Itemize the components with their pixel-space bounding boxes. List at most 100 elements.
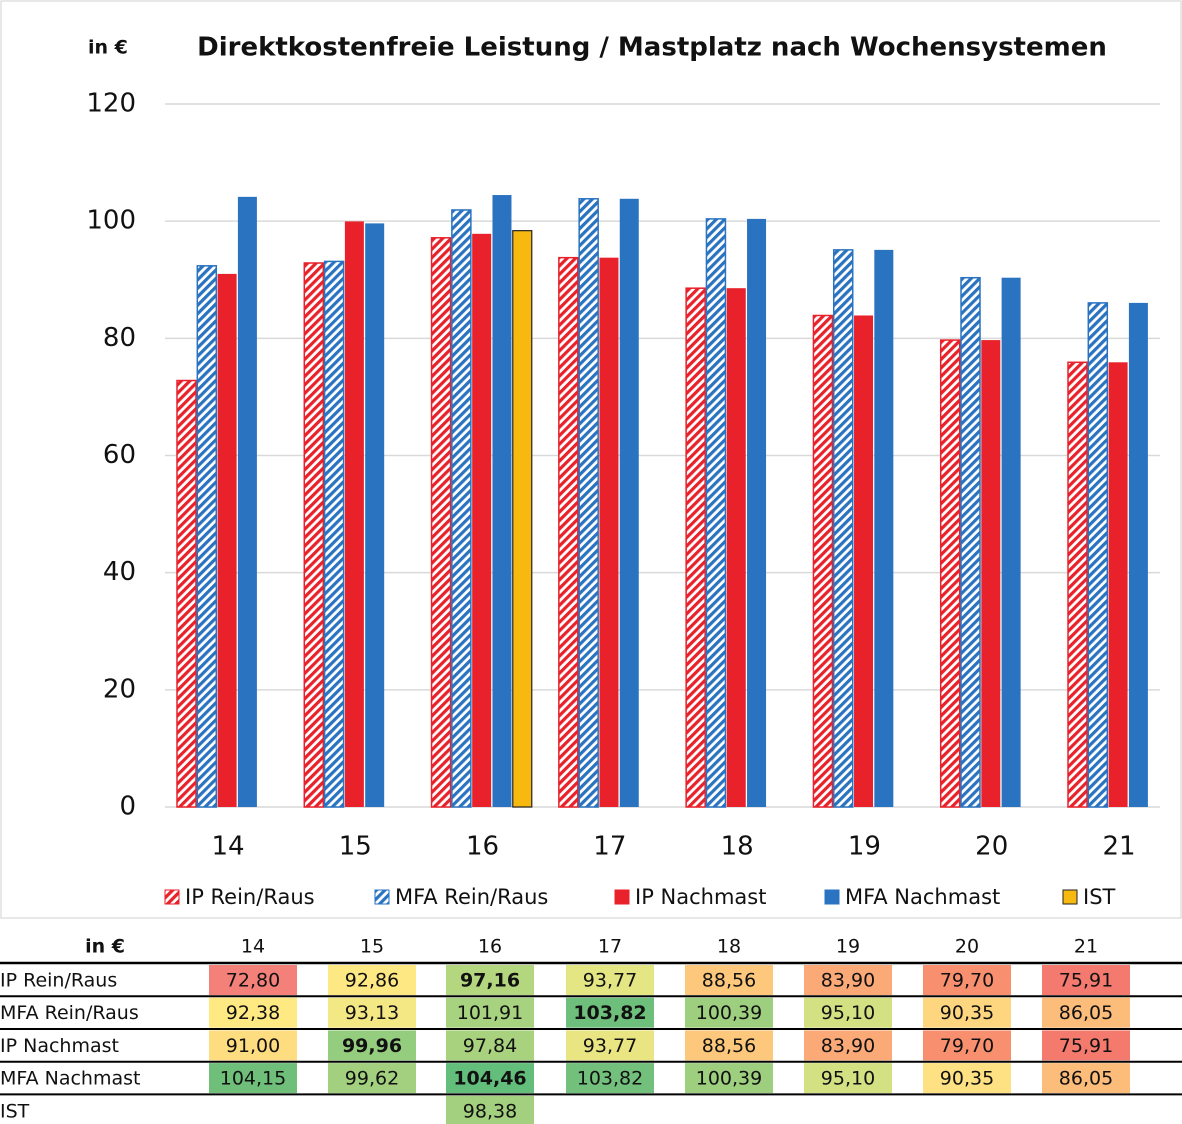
table-cell-bg bbox=[328, 1030, 416, 1061]
legend-label: IP Nachmast bbox=[635, 885, 766, 909]
table-cell-bg bbox=[685, 965, 773, 995]
table-header: in € bbox=[85, 936, 125, 958]
table-cell: 83,90 bbox=[821, 970, 875, 992]
table-cell: 79,70 bbox=[940, 970, 994, 992]
bar bbox=[726, 288, 746, 807]
table-cell-bg bbox=[446, 1030, 534, 1061]
bar bbox=[1067, 361, 1088, 808]
bar bbox=[344, 221, 364, 807]
table-cell: 98,38 bbox=[463, 1100, 517, 1122]
row-label: IP Rein/Raus bbox=[0, 970, 117, 992]
legend-swatch bbox=[374, 889, 390, 905]
table-cell-bg bbox=[446, 997, 534, 1028]
table-cell: 88,56 bbox=[702, 1035, 756, 1057]
table-cell: 72,80 bbox=[226, 970, 280, 992]
y-tick-label: 120 bbox=[86, 89, 136, 119]
table-cell: 75,91 bbox=[1059, 1035, 1113, 1057]
bar bbox=[981, 340, 1001, 807]
y-axis-label: in € bbox=[88, 37, 128, 59]
table-cell-bg bbox=[1042, 965, 1130, 995]
table-cell-bg bbox=[566, 1030, 654, 1061]
table-cell-bg bbox=[685, 1030, 773, 1061]
table-cell-bg bbox=[804, 1063, 892, 1094]
bar bbox=[1128, 302, 1148, 807]
legend-label: MFA Rein/Raus bbox=[395, 885, 548, 909]
table-cell: 92,86 bbox=[345, 970, 399, 992]
table-cell: 95,10 bbox=[821, 1068, 875, 1090]
bar bbox=[196, 265, 218, 808]
bar bbox=[1087, 302, 1109, 808]
x-tick-label: 21 bbox=[1102, 832, 1135, 862]
table-cell: 103,82 bbox=[573, 1002, 646, 1024]
bar bbox=[512, 230, 533, 808]
x-tick-label: 14 bbox=[211, 832, 244, 862]
table-cell: 101,91 bbox=[457, 1002, 523, 1024]
table-cell-bg bbox=[923, 997, 1011, 1028]
bar bbox=[451, 209, 472, 808]
table-cell: 88,56 bbox=[702, 970, 756, 992]
x-tick-label: 18 bbox=[721, 832, 754, 862]
table-cell-bg bbox=[328, 1063, 416, 1094]
table-cell-bg bbox=[1042, 1063, 1130, 1094]
bar bbox=[558, 256, 579, 808]
bar bbox=[874, 249, 894, 807]
table-header: 18 bbox=[717, 936, 741, 958]
row-label: MFA Nachmast bbox=[0, 1068, 140, 1090]
x-tick-label: 20 bbox=[975, 832, 1008, 862]
bar bbox=[492, 195, 512, 807]
bar bbox=[430, 237, 452, 808]
legend-swatch bbox=[824, 889, 840, 905]
legend-swatch bbox=[1062, 889, 1078, 905]
table-cell-bg bbox=[923, 1063, 1011, 1094]
bar bbox=[217, 273, 237, 807]
table-cell-bg bbox=[328, 965, 416, 995]
table-header: 14 bbox=[241, 936, 265, 958]
legend-swatch bbox=[164, 889, 180, 905]
bar bbox=[832, 249, 854, 808]
bar bbox=[747, 218, 767, 808]
table-cell: 95,10 bbox=[821, 1002, 875, 1024]
table-cell: 86,05 bbox=[1059, 1068, 1113, 1090]
bar bbox=[599, 257, 619, 808]
x-tick-label: 16 bbox=[466, 832, 499, 862]
table-header: 15 bbox=[360, 936, 384, 958]
table-cell: 90,35 bbox=[940, 1068, 994, 1090]
table-cell-bg bbox=[446, 1063, 534, 1094]
row-label: IST bbox=[0, 1100, 30, 1122]
y-tick-label: 20 bbox=[103, 674, 136, 704]
table-header: 20 bbox=[955, 936, 979, 958]
table-cell-bg bbox=[685, 997, 773, 1028]
table-cell: 79,70 bbox=[940, 1035, 994, 1057]
table-cell-bg bbox=[1042, 997, 1130, 1028]
bar bbox=[685, 287, 706, 808]
table-cell: 86,05 bbox=[1059, 1002, 1113, 1024]
y-tick-label: 40 bbox=[103, 557, 136, 587]
table-cell-bg bbox=[566, 1063, 654, 1094]
bar bbox=[323, 260, 345, 808]
y-tick-label: 0 bbox=[119, 792, 136, 822]
table-header: 21 bbox=[1074, 936, 1098, 958]
y-tick-label: 80 bbox=[103, 323, 136, 353]
table-cell-bg bbox=[446, 1095, 534, 1124]
table-cell-bg bbox=[804, 1030, 892, 1061]
bar bbox=[176, 379, 197, 808]
table-header: 16 bbox=[478, 936, 502, 958]
table-cell: 103,82 bbox=[577, 1068, 643, 1090]
table-cell-bg bbox=[923, 965, 1011, 995]
table-cell-bg bbox=[209, 1030, 297, 1061]
table-cell: 91,00 bbox=[226, 1035, 280, 1057]
table-cell: 75,91 bbox=[1059, 970, 1113, 992]
table-cell: 92,38 bbox=[226, 1002, 280, 1024]
bar bbox=[960, 276, 981, 808]
table-cell-bg bbox=[804, 997, 892, 1028]
table-cell-bg bbox=[923, 1030, 1011, 1061]
x-tick-label: 17 bbox=[593, 832, 626, 862]
table-cell: 93,13 bbox=[345, 1002, 399, 1024]
table-cell: 100,39 bbox=[696, 1068, 762, 1090]
chart-title: Direktkostenfreie Leistung / Mastplatz n… bbox=[197, 33, 1107, 63]
table-cell: 97,16 bbox=[460, 970, 520, 992]
table-cell-bg bbox=[804, 965, 892, 995]
bar bbox=[237, 196, 257, 807]
table-cell: 104,15 bbox=[220, 1068, 286, 1090]
table-cell-bg bbox=[685, 1063, 773, 1094]
